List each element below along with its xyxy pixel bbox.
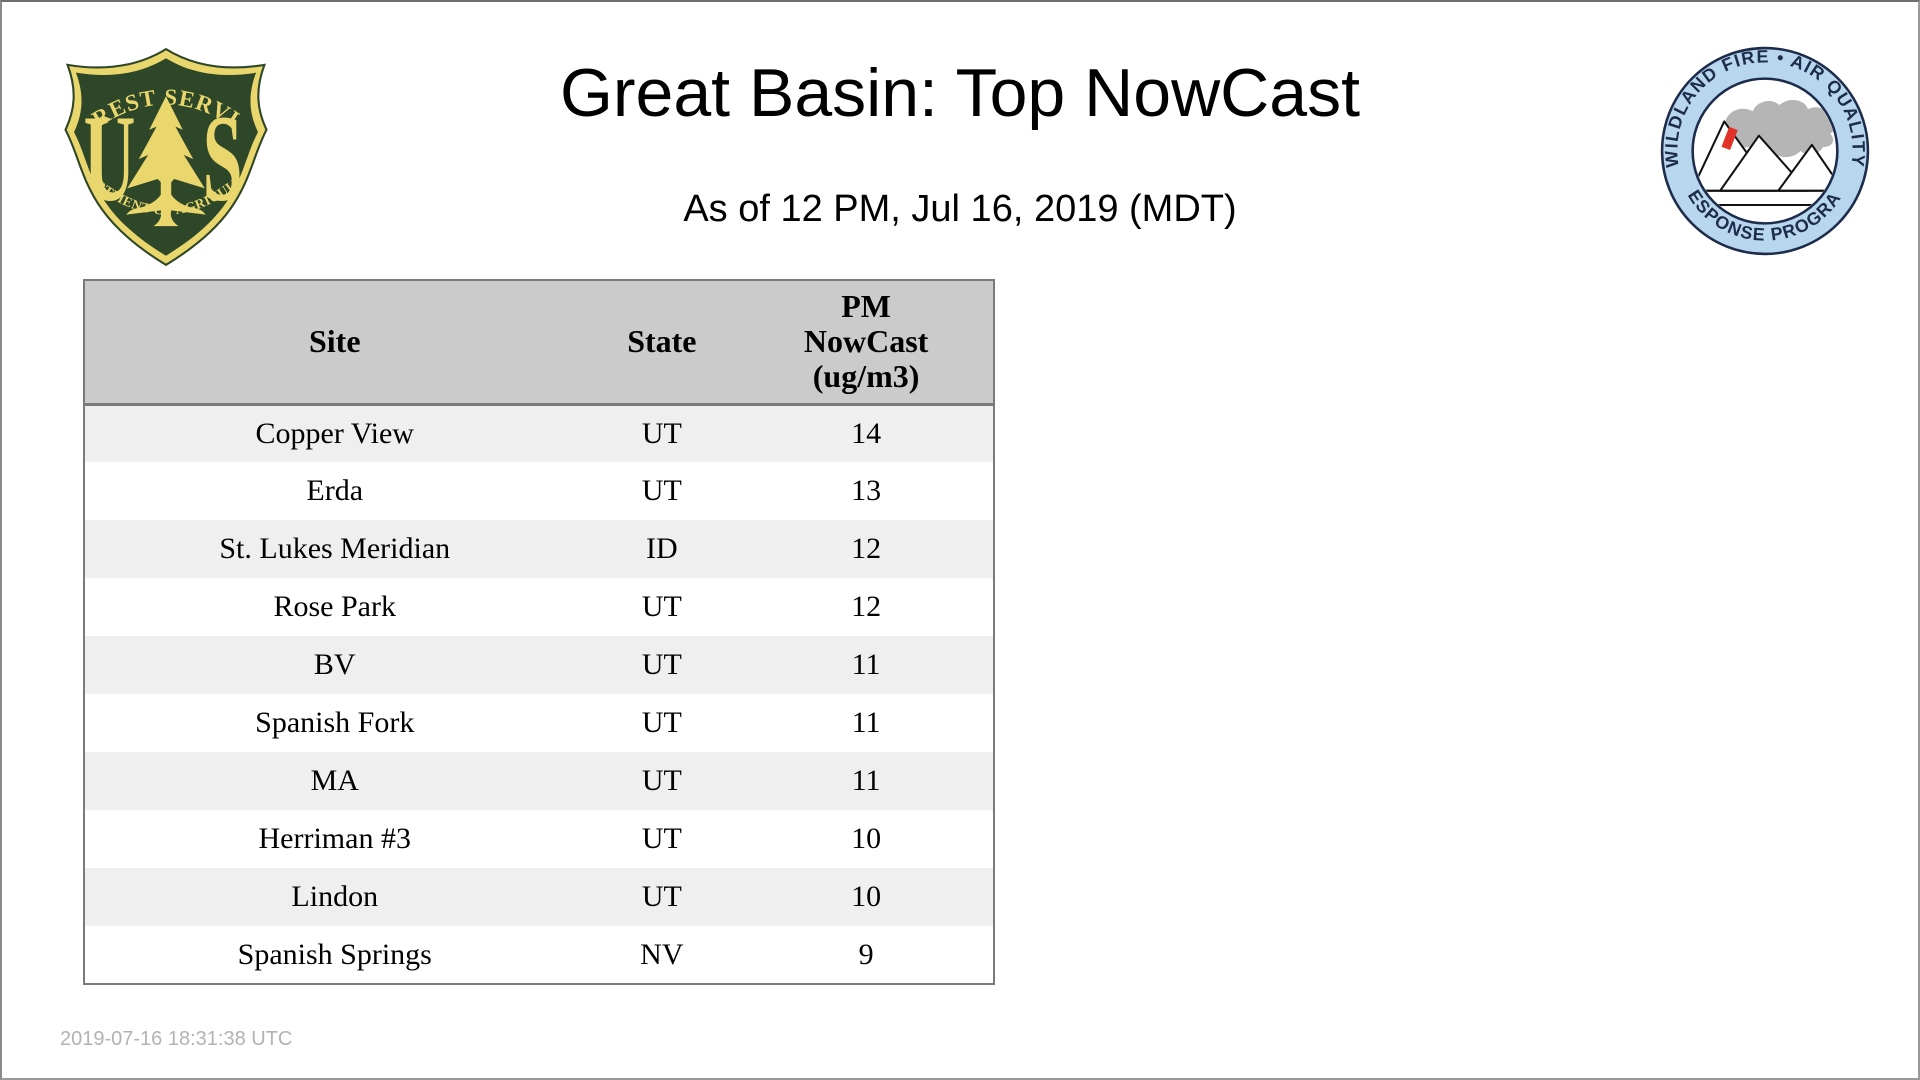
site-cell: Rose Park (273, 590, 397, 623)
site-cell: Herriman #3 (258, 822, 411, 855)
pm-cell: 11 (851, 706, 881, 739)
pine-tree-icon (126, 96, 206, 227)
table-row: Spanish Springs NV 9 (84, 926, 994, 984)
pm-cell: 14 (851, 416, 882, 450)
state-cell: UT (641, 764, 682, 797)
pm-cell: 13 (851, 474, 882, 507)
state-cell: UT (641, 648, 682, 681)
page-subtitle: As of 12 PM, Jul 16, 2019 (MDT) (683, 188, 1237, 230)
pm-cell: 10 (851, 880, 882, 913)
state-cell: NV (640, 937, 684, 971)
footer-timestamp: 2019-07-16 18:31:38 UTC (60, 1028, 293, 1050)
shield-letter-s: S (203, 90, 243, 227)
site-cell: MA (310, 764, 359, 797)
pm-cell: 11 (851, 764, 881, 797)
table-row: Herriman #3 UT 10 (84, 810, 994, 868)
column-header-state: State (584, 280, 740, 406)
state-cell: UT (641, 822, 682, 855)
wildland-fire-air-quality-logo: WILDLAND FIRE • AIR QUALITY RESPONSE PRO… (1658, 44, 1870, 256)
state-cell: UT (641, 416, 682, 450)
site-cell: St. Lukes Meridian (219, 532, 451, 565)
pm-cell: 9 (858, 937, 874, 971)
nowcast-table: Site State PM NowCast (ug/m3) Copper Vie… (83, 279, 995, 985)
site-cell: BV (313, 648, 356, 681)
site-cell: Erda (306, 474, 364, 507)
site-cell: Copper View (255, 416, 414, 450)
table-row: Rose Park UT 12 (84, 578, 994, 636)
smoke-plume (1724, 99, 1835, 158)
state-cell: UT (641, 590, 682, 623)
pm-cell: 12 (851, 532, 882, 565)
pm-cell: 10 (851, 822, 882, 855)
fire-mark (1721, 126, 1738, 151)
site-cell: Spanish Springs (237, 937, 432, 971)
forest-service-logo: FOREST SERVICE DEPARTMENT OF AGRICULTURE… (61, 46, 268, 267)
site-cell: Spanish Fork (255, 706, 415, 739)
shield-letter-u: U (84, 90, 136, 227)
table-header-row: Site State PM NowCast (ug/m3) (84, 280, 994, 406)
table-row: Spanish Fork UT 11 (84, 694, 994, 752)
column-header-pm-nowcast: PM NowCast (ug/m3) (739, 280, 994, 406)
site-cell: Lindon (291, 880, 379, 913)
table-row: Lindon UT 10 (84, 868, 994, 926)
state-cell: UT (641, 474, 682, 507)
table-row: Copper View UT 14 (84, 404, 994, 462)
column-header-site: Site (84, 280, 585, 406)
pm-cell: 11 (851, 648, 881, 681)
table-row: St. Lukes Meridian ID 12 (84, 520, 994, 578)
table-row: MA UT 11 (84, 752, 994, 810)
page-title: Great Basin: Top NowCast (560, 55, 1360, 131)
table-row: BV UT 11 (84, 636, 994, 694)
table-row: Erda UT 13 (84, 462, 994, 520)
state-cell: UT (641, 880, 682, 913)
state-cell: ID (646, 532, 678, 565)
pm-cell: 12 (851, 590, 882, 623)
state-cell: UT (641, 706, 682, 739)
